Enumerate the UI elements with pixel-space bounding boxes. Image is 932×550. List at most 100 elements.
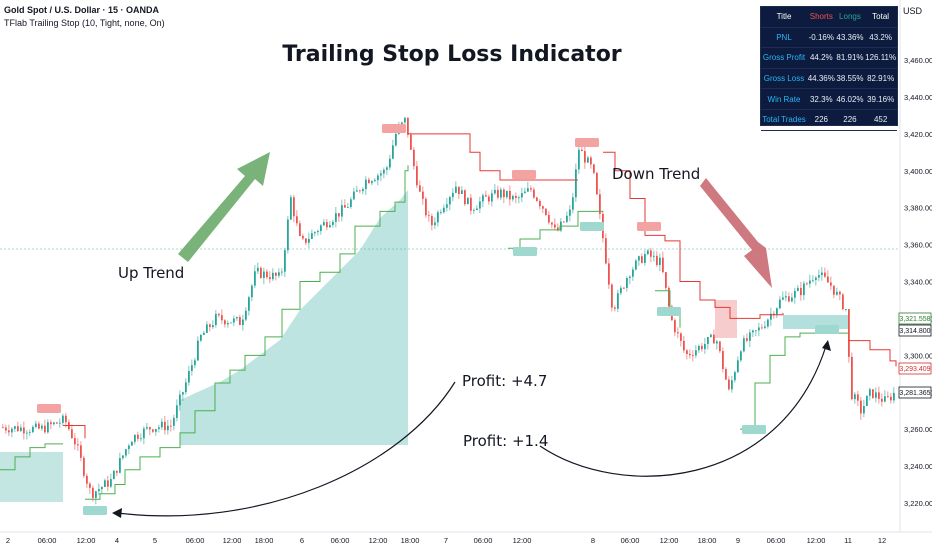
candle-body [764,326,766,328]
candle-body [674,320,676,333]
candle-body [509,190,511,200]
stats-header-total: Total [864,7,897,28]
candle-body [53,422,55,425]
candle-body [485,195,487,197]
candle-body [287,219,289,251]
candle-body [41,425,43,429]
time-tick-label: 2 [6,536,10,545]
candle-body [344,205,346,208]
stats-row-gross-loss: Gross Loss 44.36% 38.55% 82.91% [761,68,897,90]
candle-body [527,188,529,192]
candle-body [311,233,313,239]
candle-body [572,197,574,210]
candle-body [116,470,118,473]
candle-body [149,427,151,430]
candle-body [173,417,175,426]
candle-body [89,483,91,488]
profit-curve-1 [117,381,456,517]
candle-body [164,421,166,431]
candle-body [542,206,544,209]
candle-body [98,489,100,492]
candle-body [35,423,37,427]
candle-body [830,282,832,286]
profit-curve-1-head [112,508,122,518]
candle-body [122,455,124,459]
candle-body [743,338,745,352]
candle-body [737,360,739,373]
stats-cell: 44.2% [806,47,836,69]
candle-body [131,441,133,446]
candle-body [140,438,142,440]
candle-body [659,257,661,266]
stats-metric: Gross Profit [761,47,807,69]
candle-body [152,429,154,432]
stats-cell: 43.36% [835,27,865,49]
price-tick-label: 3,240.000 [904,462,932,471]
candle-body [176,405,178,418]
time-tick-label: 11 [844,536,852,545]
candle-body [104,480,106,488]
candle-body [443,207,445,213]
candle-body [209,324,211,328]
signal-tag [575,138,599,147]
candle-body [134,434,136,442]
candle-body [728,379,730,390]
candle-body [365,179,367,190]
indicator-legend[interactable]: TFlab Trailing Stop (10, Tight, none, On… [4,18,165,28]
price-tick-label: 3,340.000 [904,278,932,287]
symbol-title[interactable]: Gold Spot / U.S. Dollar · 15 · OANDA [4,5,160,15]
time-tick-label: 12 [878,536,886,545]
currency-label[interactable]: USD [902,6,922,16]
candle-body [473,210,475,211]
candle-body [215,313,217,326]
candle-body [80,445,82,458]
candle-body [788,296,790,302]
candle-body [809,280,811,284]
candle-body [824,272,826,277]
stats-cell: 38.55% [835,68,865,90]
candle-body [680,333,682,341]
candle-body [188,371,190,383]
candle-body [179,394,181,406]
candle-body [710,334,712,338]
candle-body [251,285,253,298]
candle-body [155,429,157,432]
time-tick-label: 6 [300,536,304,545]
candle-body [857,394,859,401]
candle-body [476,208,478,211]
time-tick-label: 7 [444,536,448,545]
candle-body [479,201,481,209]
candle-body [182,392,184,395]
short-trailing-stop [848,340,897,367]
stats-cell: 39.16% [864,88,897,110]
candle-body [491,193,493,202]
profit-curve-2 [539,345,827,477]
candle-body [260,267,262,278]
candle-body [290,197,292,220]
stats-cell: 44.36% [806,68,836,90]
candle-body [716,341,718,344]
candle-body [617,293,619,309]
candle-body [518,197,520,199]
candle-body [395,133,397,146]
candle-body [350,199,352,208]
time-tick-label: 06:00 [38,536,57,545]
stats-cell: 46.02% [835,88,865,110]
candle-body [650,250,652,257]
candle-body [239,317,241,326]
candle-body [404,117,406,123]
candle-body [587,157,589,163]
candle-body [428,215,430,217]
candle-body [590,157,592,165]
stats-header-shorts: Shorts [806,7,836,28]
candle-body [407,117,409,135]
candle-body [326,222,328,228]
candle-body [419,185,421,192]
candle-body [65,415,67,423]
candle-body [800,287,802,296]
candle-body [653,255,655,257]
candle-body [704,343,706,350]
time-tick-label: 18:00 [401,536,420,545]
price-tick-label: 3,420.000 [904,130,932,139]
